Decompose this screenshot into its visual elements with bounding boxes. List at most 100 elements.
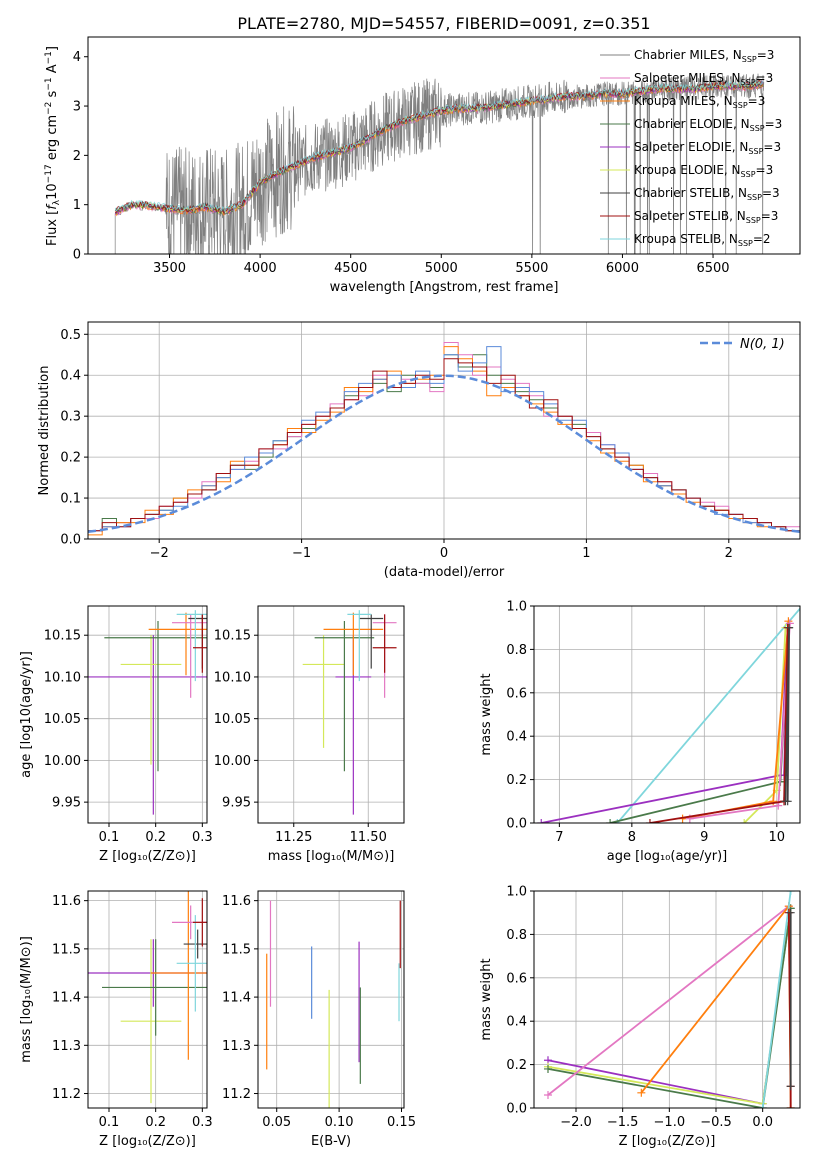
axis-label-x: E(B-V) <box>311 1134 351 1149</box>
tick-label-y: 11.5 <box>52 942 81 957</box>
tick-label-y: 0.0 <box>506 817 527 832</box>
legend-label: N(0, 1) <box>740 337 785 352</box>
spectrum-model-line <box>114 79 764 214</box>
axes-frame <box>87 890 208 1109</box>
tick-label-y: 0.4 <box>506 1015 527 1030</box>
weight-line <box>761 891 792 1108</box>
spectrum-model-line <box>114 81 764 214</box>
tick-label-x: 10 <box>769 830 786 845</box>
tick-label-x: 6500 <box>696 261 729 276</box>
tick-label-y: 11.2 <box>222 1087 251 1102</box>
weight-line <box>682 621 790 820</box>
tick-label-y: 10.10 <box>44 670 81 685</box>
axis-label-y: age [log10(age/yr)] <box>19 651 34 778</box>
tick-label-x: 0.1 <box>99 830 120 845</box>
weight-marker <box>785 619 794 628</box>
tick-label-x: 0.05 <box>262 1115 291 1130</box>
tick-label-x: 0.2 <box>145 830 166 845</box>
plot-area <box>537 606 800 823</box>
tick-label-y: 4 <box>73 50 81 65</box>
tick-label-y: 0.6 <box>506 686 527 701</box>
axis-label-y: Flux [fλ10−17 erg cm−2 s−1 A−1] <box>44 46 62 246</box>
weight-marker <box>786 891 795 895</box>
plot-area <box>114 73 765 254</box>
chart-age-vs-mass: 11.25 11.50 9.95 10.00 10.05 10.10 10.15 mass [… <box>214 605 405 864</box>
tick-label-y: 11.4 <box>222 991 251 1006</box>
tick-label-x: 0.10 <box>325 1115 354 1130</box>
weight-marker <box>783 797 792 806</box>
tick-label-y: 0.6 <box>506 971 527 986</box>
weight-line <box>547 908 792 1108</box>
tick-label-y: 11.3 <box>52 1039 81 1054</box>
tick-label-y: 1 <box>73 198 81 213</box>
axis-label-x: Z [log₁₀(Z/Z⊙)] <box>99 1134 196 1149</box>
weight-marker <box>758 1104 767 1108</box>
weight-line <box>541 627 789 823</box>
tick-label-x: 0.3 <box>192 1115 213 1130</box>
tick-label-y: 11.5 <box>222 942 251 957</box>
chart-age-vs-Z: 0.1 0.2 0.3 9.95 10.00 10.05 10.10 10.15 Z [log₁… <box>19 605 213 864</box>
weight-marker <box>786 1082 795 1091</box>
tick-label-x: −2 <box>150 546 169 561</box>
tick-label-x: 4000 <box>244 261 277 276</box>
normal-curve <box>88 374 800 534</box>
axis-label-x: wavelength [Angstrom, rest frame] <box>330 280 559 295</box>
axes-frame <box>87 605 208 824</box>
tick-label-x: 11.25 <box>275 830 312 845</box>
tick-label-y: 10.05 <box>214 712 251 727</box>
axes-frame <box>533 605 801 824</box>
tick-label-x: 11.50 <box>350 830 387 845</box>
weight-marker <box>544 1090 552 1099</box>
tick-label-x: 0 <box>440 546 448 561</box>
tick-label-y: 0.0 <box>60 533 81 548</box>
tick-label-y: 0.3 <box>60 410 81 425</box>
tick-label-y: 9.95 <box>222 796 251 811</box>
chart-residuals: −2 −1 0 1 2 0.0 0.1 0.2 0.3 0.4 0.5 (data-model)/er… <box>37 321 801 580</box>
axes-frame <box>257 605 405 824</box>
axis-label-y: Normed distribution <box>37 366 52 496</box>
tick-label-x: 0.15 <box>387 1115 416 1130</box>
tick-label-y: 1.0 <box>506 885 527 900</box>
tick-label-y: 11.3 <box>222 1039 251 1054</box>
tick-label-y: 0.2 <box>506 1058 527 1073</box>
tick-label-y: 0.4 <box>506 730 527 745</box>
legend-label: Chabrier STELIB, NSSP=3 <box>634 186 780 202</box>
weight-marker <box>544 1064 552 1073</box>
chart-mass-vs-ebv: 0.05 0.10 0.15 11.2 11.3 11.4 11.5 11.6 E(B-V) <box>222 890 416 1149</box>
weight-marker <box>645 819 654 823</box>
axis-label-y: mass [log₁₀(M/M⊙)] <box>19 936 34 1063</box>
weight-line <box>547 905 790 1096</box>
tick-label-y: 0.4 <box>60 369 81 384</box>
plot-area <box>544 891 795 1108</box>
tick-label-y: 10.00 <box>214 754 251 769</box>
tick-label-y: 9.95 <box>52 796 81 811</box>
chart-weight-vs-age: 7 8 9 10 0.0 0.2 0.4 0.6 0.8 1.0 age [log₁₀(age/yr… <box>479 600 801 864</box>
weight-marker <box>740 819 749 823</box>
legend-label: Salpeter MILES, NSSP=3 <box>634 71 773 87</box>
tick-label-y: 3 <box>73 100 81 115</box>
legend-label: Kroupa ELODIE, NSSP=3 <box>634 163 773 179</box>
tick-label-y: 0.5 <box>60 328 81 343</box>
axis-label-x: age [log₁₀(age/yr)] <box>607 849 728 864</box>
tick-label-x: 7 <box>555 830 563 845</box>
axes-frame <box>257 890 405 1109</box>
tick-label-x: 8 <box>628 830 636 845</box>
axis-label-x: (data-model)/error <box>384 565 505 580</box>
tick-label-y: 0.2 <box>60 451 81 466</box>
tick-label-x: 3500 <box>153 261 186 276</box>
chart-spectrum: 3500 4000 4500 5000 5500 6000 6500 0 1 2 3 4 wavelen… <box>44 36 801 295</box>
tick-label-x: 5500 <box>515 261 548 276</box>
legend-label: Chabrier ELODIE, NSSP=3 <box>634 117 782 133</box>
tick-label-x: −1.0 <box>654 1115 686 1130</box>
tick-label-x: −1 <box>292 546 311 561</box>
tick-label-x: −0.5 <box>700 1115 732 1130</box>
tick-label-x: 0.3 <box>192 830 213 845</box>
tick-label-y: 10.15 <box>44 629 81 644</box>
chart-mass-vs-Z: 0.1 0.2 0.3 11.2 11.3 11.4 11.5 11.6 Z [log₁₀(Z/… <box>19 890 213 1149</box>
tick-label-y: 1.0 <box>506 600 527 615</box>
legend: Chabrier MILES, NSSP=3 Salpeter MILES, NS… <box>600 48 782 248</box>
tick-label-x: 0.0 <box>752 1115 773 1130</box>
tick-label-y: 10.15 <box>214 629 251 644</box>
legend-label: Chabrier MILES, NSSP=3 <box>634 48 774 64</box>
legend-label: Kroupa STELIB, NSSP=2 <box>634 232 771 248</box>
